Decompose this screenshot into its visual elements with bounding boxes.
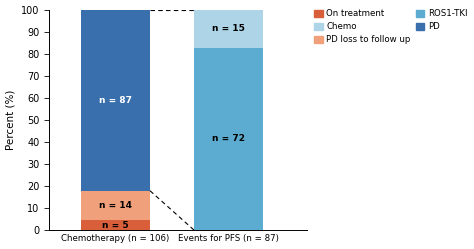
Y-axis label: Percent (%): Percent (%): [6, 90, 16, 150]
Text: n = 72: n = 72: [212, 134, 245, 143]
Bar: [194, 9, 263, 48]
Text: n = 14: n = 14: [99, 201, 132, 210]
Bar: [81, 191, 150, 220]
Text: n = 5: n = 5: [102, 221, 129, 230]
Text: n = 15: n = 15: [212, 24, 245, 33]
Text: n = 87: n = 87: [99, 96, 132, 105]
Bar: [194, 48, 263, 230]
Bar: [81, 220, 150, 230]
Bar: [81, 9, 150, 191]
Legend: On treatment, Chemo, PD loss to follow up, ROS1-TKI, PD: On treatment, Chemo, PD loss to follow u…: [314, 9, 467, 44]
